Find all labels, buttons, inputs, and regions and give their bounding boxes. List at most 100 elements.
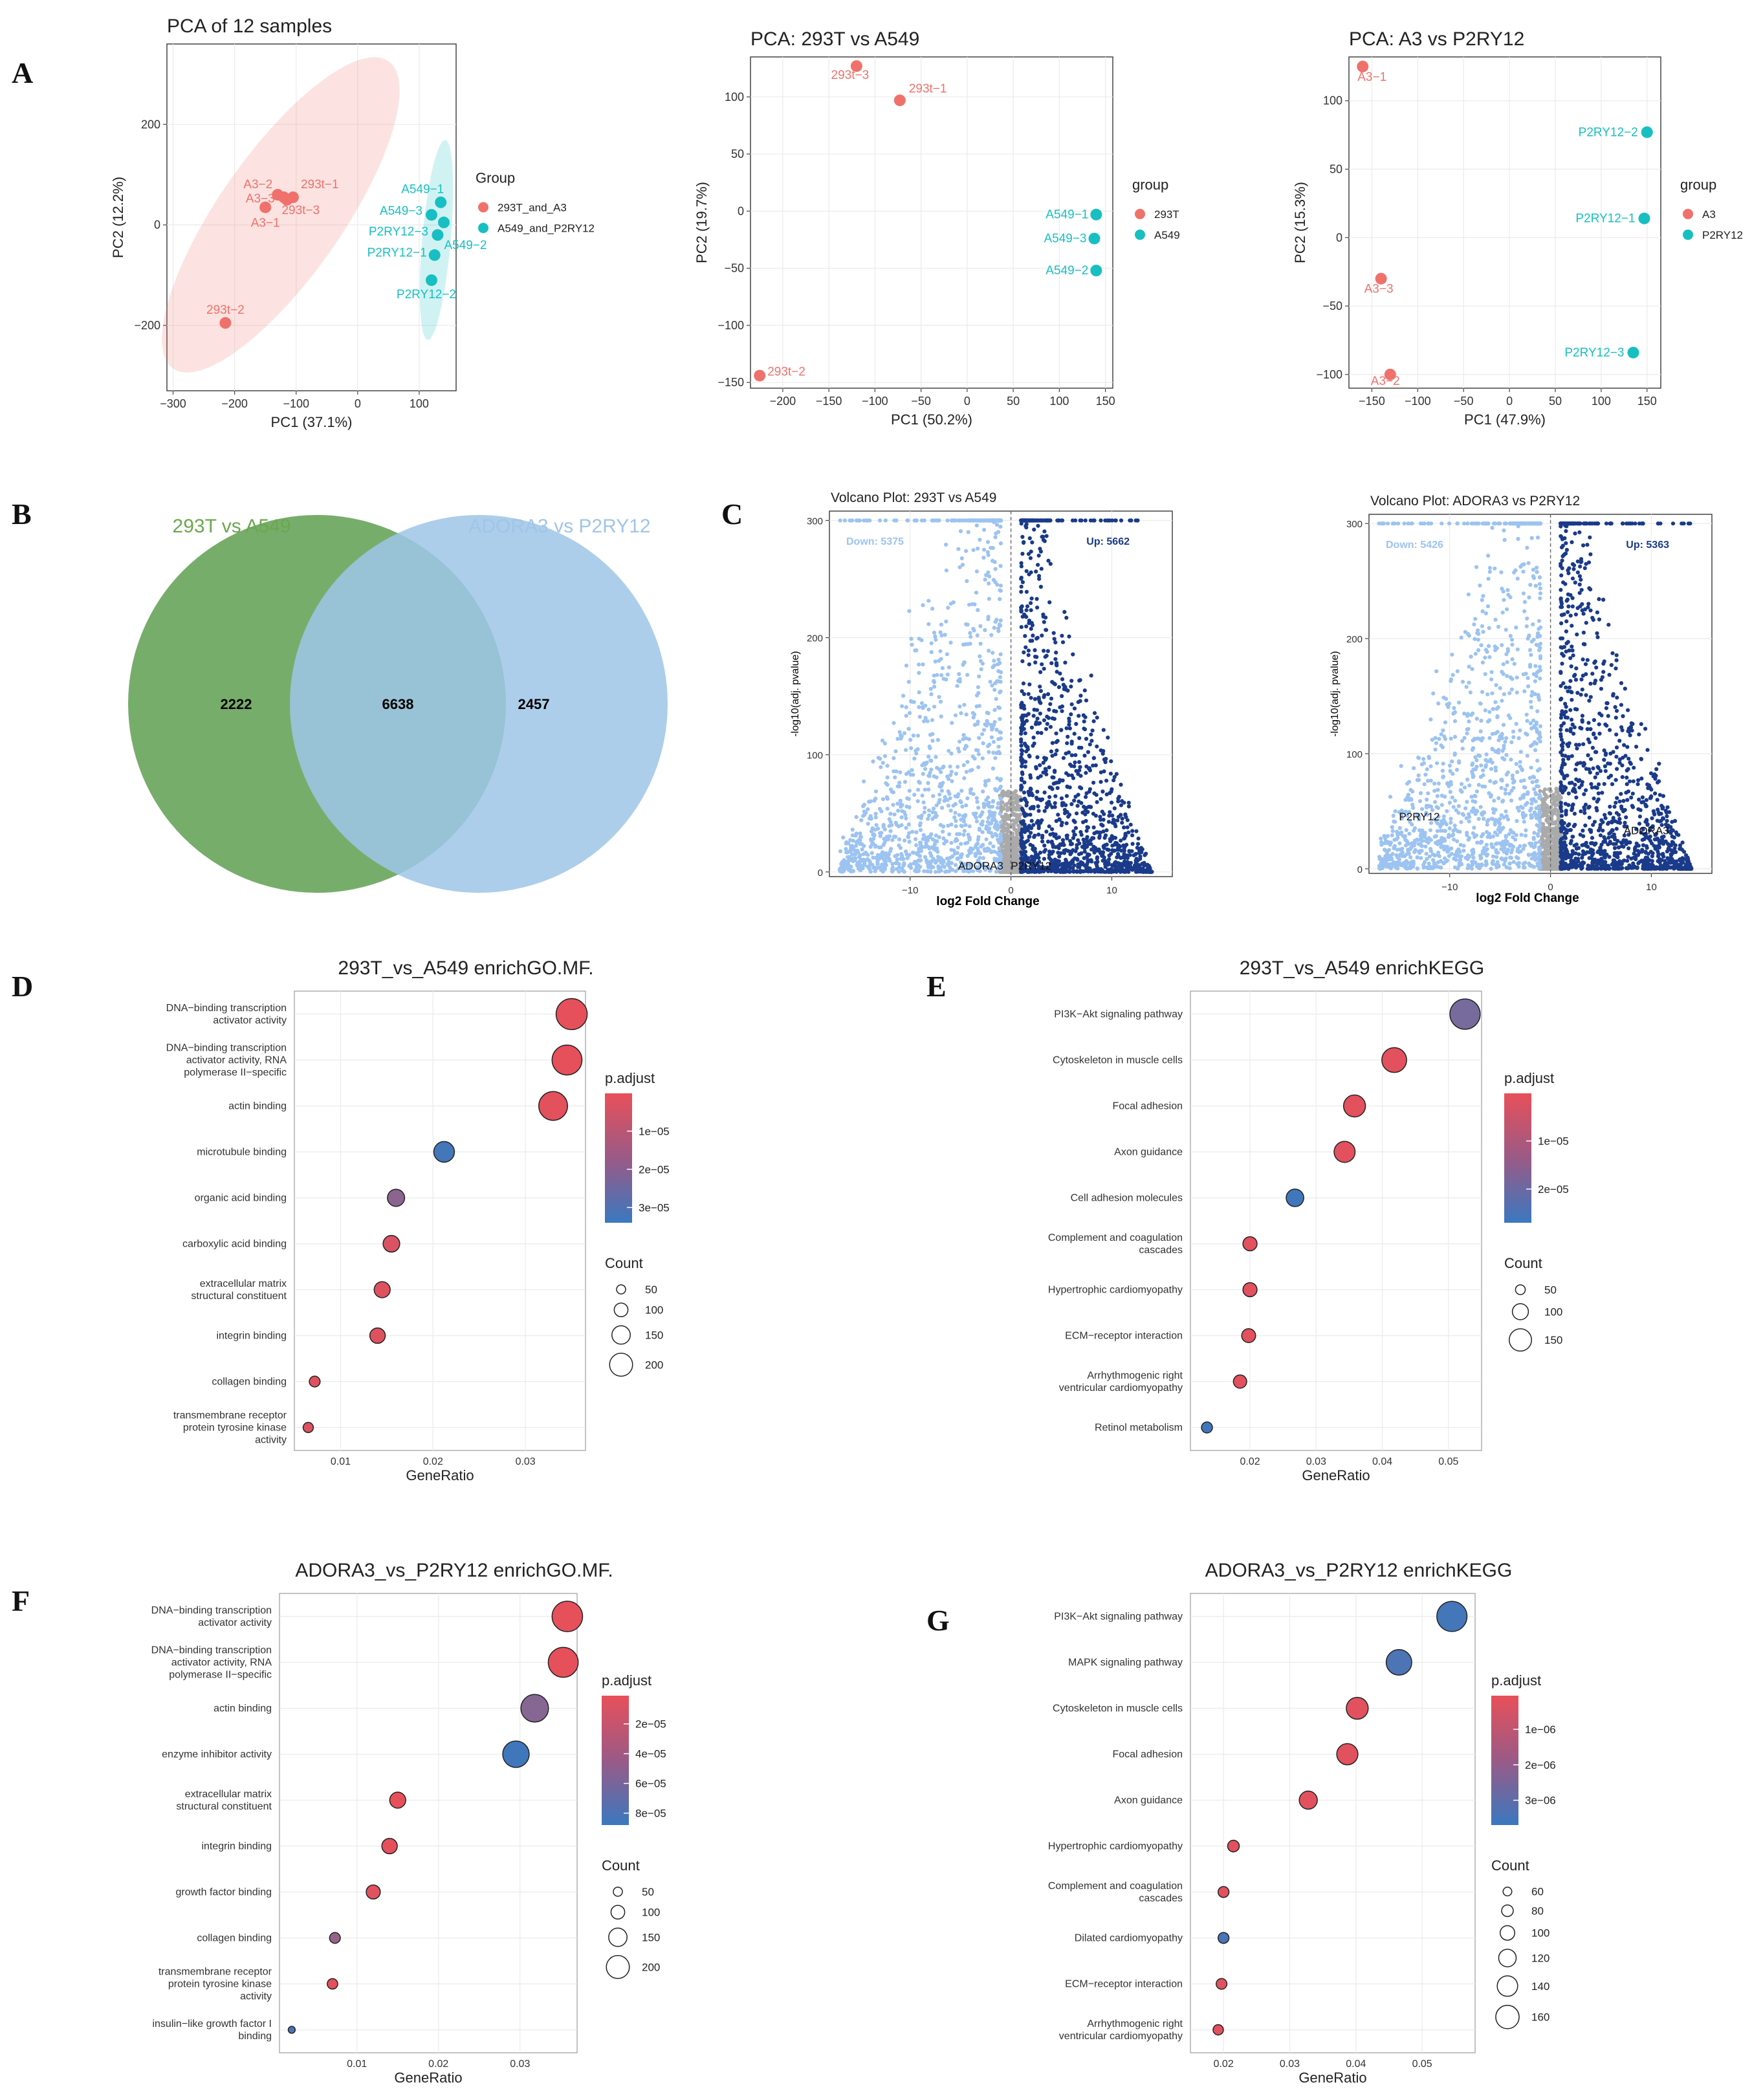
gene-point — [1069, 773, 1074, 778]
gene-point — [894, 769, 899, 774]
gene-point — [1119, 838, 1123, 843]
gene-point — [1416, 756, 1421, 760]
gene-point — [932, 774, 936, 778]
gene-point — [885, 837, 890, 842]
gene-point — [1025, 604, 1030, 609]
gene-point — [850, 827, 855, 832]
gene-point — [1076, 772, 1080, 776]
gene-point — [1064, 821, 1069, 826]
gene-point — [964, 712, 969, 717]
gene-point — [1490, 760, 1495, 765]
gene-point — [949, 751, 954, 756]
gene-point — [1488, 779, 1493, 783]
x-tick-label: −100 — [862, 395, 888, 408]
gene-point — [944, 619, 948, 624]
gene-point — [1506, 817, 1511, 822]
sample-label: A549−1 — [401, 183, 444, 197]
gene-point — [1120, 820, 1124, 825]
gene-point — [884, 795, 890, 800]
x-axis-label: log2 Fold Change — [936, 895, 1039, 908]
gene-point — [897, 780, 902, 785]
gene-point — [1479, 834, 1484, 838]
gene-point — [1019, 584, 1024, 589]
gene-point — [1471, 746, 1476, 750]
gene-point — [1056, 868, 1061, 873]
gene-point — [1022, 650, 1026, 655]
gene-point — [1036, 826, 1041, 831]
gene-point — [1482, 816, 1486, 821]
gene-point — [932, 684, 937, 689]
gene-point — [1467, 681, 1471, 685]
gene-point — [986, 552, 991, 558]
sample-label: 293t−1 — [909, 82, 947, 96]
gene-point — [932, 630, 937, 635]
gene-point — [961, 819, 967, 824]
gene-point — [990, 727, 994, 732]
gene-point — [1060, 677, 1065, 681]
gene-point — [922, 810, 926, 815]
gene-point — [928, 746, 932, 750]
gene-point — [1500, 610, 1505, 615]
gene-point — [1092, 711, 1097, 716]
gene-point — [1460, 782, 1464, 786]
gene-point — [1045, 721, 1049, 726]
gene-point — [1076, 793, 1080, 797]
gene-point — [960, 804, 965, 809]
gene-point — [950, 868, 954, 872]
gene-point — [1064, 751, 1068, 756]
gene-point — [981, 728, 986, 732]
gene-point — [931, 518, 936, 523]
gene-point — [849, 846, 853, 851]
gene-point — [939, 856, 943, 860]
gene-point — [945, 518, 950, 523]
gene-point — [1478, 805, 1483, 809]
gene-point — [1069, 763, 1074, 768]
gene-point — [952, 815, 957, 820]
gene-point — [1090, 859, 1094, 864]
gene-point — [1033, 846, 1037, 851]
gene-point — [895, 802, 900, 806]
gene-point — [1107, 857, 1111, 862]
gene-point — [1123, 844, 1128, 848]
gene-point — [873, 869, 877, 873]
gene-point — [1044, 628, 1049, 632]
gene-point — [1054, 740, 1058, 745]
gene-point — [1078, 765, 1082, 769]
gene-point — [871, 832, 876, 837]
gene-point — [1073, 760, 1077, 765]
gene-point — [1473, 755, 1478, 760]
gene-point — [939, 714, 943, 719]
gene-point — [958, 799, 963, 804]
gene-point — [1108, 791, 1112, 795]
gene-point — [899, 852, 904, 857]
gene-point — [1505, 660, 1509, 664]
gene-point — [977, 736, 981, 740]
gene-point — [1094, 830, 1099, 835]
gene-point — [1010, 857, 1014, 862]
gene-point — [1035, 708, 1039, 712]
gene-point — [921, 772, 925, 776]
gene-point — [992, 826, 997, 830]
gene-point — [981, 842, 985, 847]
gene-point — [1094, 793, 1099, 797]
gene-point — [1432, 835, 1437, 839]
gene-point — [1122, 825, 1126, 830]
gene-point — [906, 835, 910, 840]
gene-point — [1042, 849, 1047, 854]
gene-point — [1104, 842, 1109, 847]
gene-point — [1487, 644, 1491, 648]
gene-point — [1496, 851, 1500, 855]
gene-point — [1066, 869, 1071, 873]
gene-point — [850, 518, 855, 523]
gene-point — [921, 800, 926, 805]
gene-point — [1407, 861, 1412, 866]
gene-point — [878, 831, 882, 835]
gene-point — [1504, 772, 1509, 777]
gene-point — [1035, 637, 1039, 641]
gene-point — [1059, 728, 1064, 732]
gene-point — [908, 711, 912, 716]
gene-point — [1535, 769, 1540, 773]
gene-point — [1064, 857, 1068, 862]
gene-point — [1400, 846, 1405, 851]
